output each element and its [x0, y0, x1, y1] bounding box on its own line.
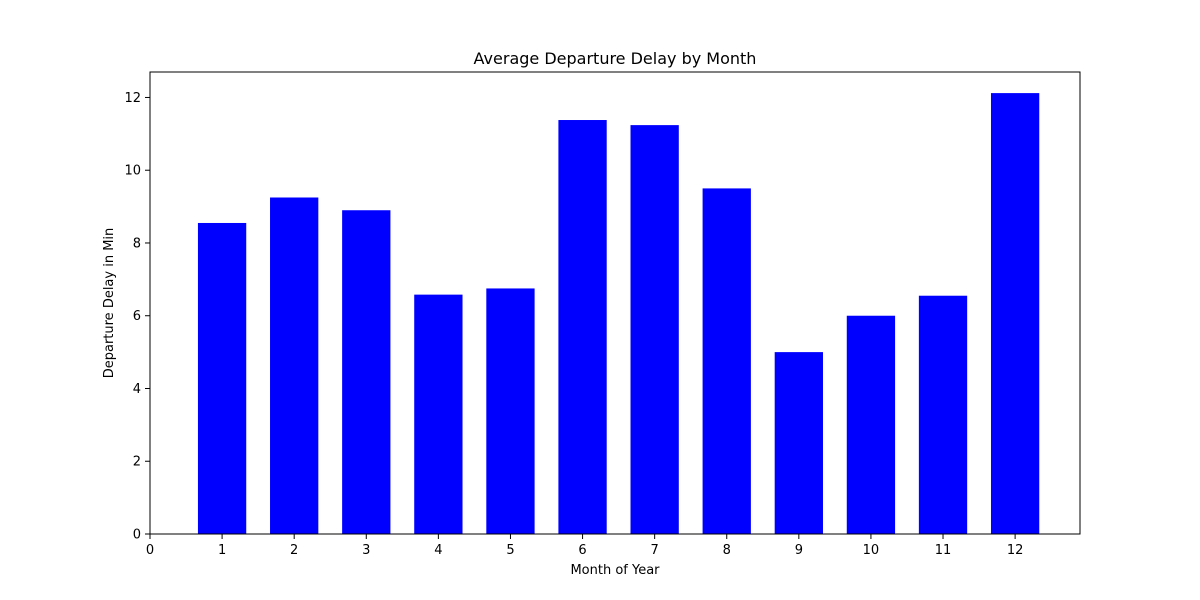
- bar-month-6: [558, 120, 607, 535]
- x-tick-label: 6: [578, 543, 586, 558]
- bar-month-10: [846, 315, 896, 534]
- y-tick-label: 10: [124, 164, 141, 179]
- y-axis-ticks: 0 2 4 6 8 10 12: [124, 91, 150, 543]
- y-tick-label: 12: [124, 91, 141, 106]
- x-tick-label: 0: [146, 543, 154, 558]
- bar-month-12: [990, 93, 1040, 534]
- y-tick-label: 6: [133, 309, 141, 324]
- x-tick-label: 8: [723, 543, 731, 558]
- x-tick-label: 11: [935, 543, 952, 558]
- plot-area-frame: [149, 71, 1081, 535]
- y-tick-label: 4: [133, 382, 141, 397]
- x-tick-label: 2: [290, 543, 298, 558]
- bar-month-5: [486, 288, 535, 534]
- bar-month-11: [918, 295, 968, 534]
- x-tick-label: 12: [1007, 543, 1024, 558]
- y-axis-label: Departure Delay in Min: [102, 228, 117, 379]
- bar-month-1: [197, 222, 247, 534]
- bars-group: [197, 93, 1040, 535]
- y-tick-label: 2: [133, 455, 141, 470]
- x-tick-label: 4: [434, 543, 442, 558]
- bar-month-2: [270, 197, 319, 534]
- bar-month-4: [414, 294, 463, 534]
- x-tick-label: 10: [863, 543, 880, 558]
- x-tick-label: 1: [218, 543, 226, 558]
- bar-month-3: [342, 210, 391, 535]
- bar-month-7: [630, 125, 679, 535]
- bar-month-9: [774, 352, 823, 534]
- x-axis-label: Month of Year: [570, 563, 660, 578]
- bar-month-8: [702, 188, 751, 534]
- x-tick-label: 9: [795, 543, 803, 558]
- x-axis-ticks: 0 1 2 3 4 5 6 7 8 9 10 11 12: [146, 534, 1024, 558]
- x-tick-label: 5: [506, 543, 514, 558]
- x-tick-label: 3: [362, 543, 370, 558]
- y-tick-label: 0: [133, 528, 141, 543]
- chart-title: Average Departure Delay by Month: [474, 49, 757, 68]
- y-tick-label: 8: [133, 236, 141, 251]
- x-tick-label: 7: [651, 543, 659, 558]
